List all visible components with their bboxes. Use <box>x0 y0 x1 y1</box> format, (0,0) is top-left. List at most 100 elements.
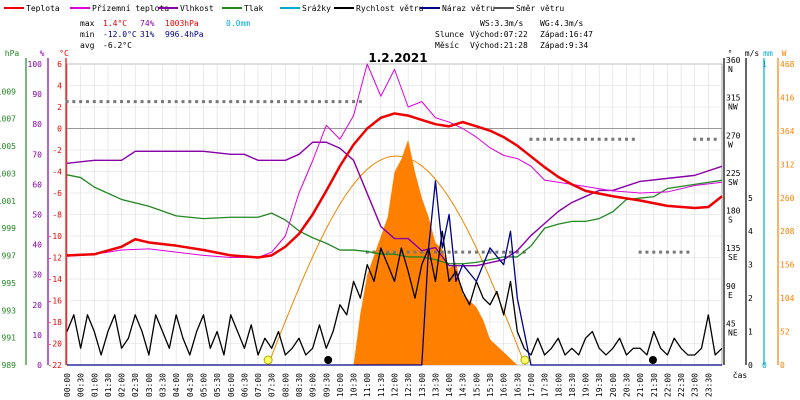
wind-dir-point <box>208 100 212 104</box>
wind-dir-point <box>700 137 704 141</box>
wind-dir-compass-label: N <box>728 65 733 74</box>
pressure-tick-label: 1001 <box>0 197 16 206</box>
x-tick-label: 23:00 <box>691 373 700 397</box>
info-sun-label: Slunce <box>435 30 464 39</box>
wind-dir-tick-label: 270 <box>726 131 741 140</box>
x-tick-label: 20:00 <box>609 373 618 397</box>
wind-dir-point <box>406 250 410 254</box>
x-tick-label: 15:30 <box>486 373 495 397</box>
wind-dir-point <box>706 137 710 141</box>
temperature-tick-label: -14 <box>48 275 63 284</box>
x-tick-label: 03:00 <box>145 373 154 397</box>
x-tick-label: 13:30 <box>431 373 440 397</box>
wind-dir-point <box>468 250 472 254</box>
wind-dir-point <box>672 250 676 254</box>
wind-dir-point <box>188 100 192 104</box>
wind-dir-point <box>270 100 274 104</box>
wind-dir-point <box>65 100 69 104</box>
wind-dir-compass-label: NW <box>728 103 738 112</box>
series-line-rychlost-v-tru <box>66 230 723 356</box>
wind-dir-point <box>420 250 424 254</box>
wind-dir-point <box>317 100 321 104</box>
wind-dir-tick-label: 90 <box>726 282 736 291</box>
wind-dir-point <box>256 100 260 104</box>
humidity-tick-label: 0 <box>37 361 42 370</box>
x-tick-label: 21:30 <box>650 373 659 397</box>
x-tick-label: 22:30 <box>677 373 686 397</box>
legend-item: Tlak <box>244 4 263 13</box>
x-tick-label: 07:00 <box>254 373 263 397</box>
series-line-tlak <box>66 174 723 265</box>
humidity-tick-label: 50 <box>32 211 42 220</box>
humidity-unit: % <box>40 49 45 58</box>
temperature-unit: °C <box>59 49 69 58</box>
stats-avg-temp: -6.2°C <box>103 41 132 50</box>
wind-dir-point <box>379 250 383 254</box>
x-tick-label: 15:00 <box>472 373 481 397</box>
solar-unit: W <box>782 49 787 58</box>
pressure-unit: hPa <box>5 49 20 58</box>
series-line-teplota <box>66 112 723 259</box>
moon-marker <box>324 356 333 364</box>
wind-dir-point <box>529 137 533 141</box>
x-tick-label: 06:30 <box>240 373 249 397</box>
wind-dir-point <box>229 100 233 104</box>
solar-tick-label: 260 <box>780 194 795 203</box>
stats-min-press: 996.4hPa <box>165 30 204 39</box>
wind-dir-point <box>242 100 246 104</box>
wind-dir-point <box>181 100 185 104</box>
pressure-tick-label: 1009 <box>0 87 16 96</box>
pressure-tick-label: 999 <box>2 224 17 233</box>
sun-moon-info: WS:3.3m/s WG:4.3m/s Slunce Východ:07:22 … <box>435 19 593 50</box>
series-line-vlhkost <box>66 141 723 267</box>
pressure-tick-label: 993 <box>2 306 17 315</box>
humidity-tick-label: 70 <box>32 150 42 159</box>
wind_speed-tick-label: 5 <box>748 194 753 203</box>
wind-dir-point <box>85 100 89 104</box>
temperature-tick-label: -16 <box>48 297 63 306</box>
solar-theoretical-curve <box>267 155 526 366</box>
x-tick-label: 20:30 <box>622 373 631 397</box>
x-tick-label: 23:30 <box>704 373 713 397</box>
stats-max-rain: 0.0mm <box>226 19 250 28</box>
stats-max-hum: 74% <box>140 19 155 28</box>
x-tick-label: 16:00 <box>500 373 509 397</box>
wind-dir-point <box>72 100 76 104</box>
wind-dir-point <box>236 100 240 104</box>
legend-item: Teplota <box>26 4 60 13</box>
pressure-tick-label: 997 <box>2 252 17 261</box>
wind-dir-point <box>638 250 642 254</box>
x-tick-label: 00:00 <box>63 373 72 397</box>
wind-dir-point <box>624 137 628 141</box>
wind-dir-point <box>570 137 574 141</box>
x-tick-label: 13:00 <box>418 373 427 397</box>
wind-dir-point <box>508 250 512 254</box>
wind-dir-point <box>549 137 553 141</box>
x-tick-label: 09:00 <box>309 373 318 397</box>
wind-dir-point <box>645 250 649 254</box>
x-tick-label: 06:00 <box>227 373 236 397</box>
info-sunset: Západ:16:47 <box>540 30 593 39</box>
legend-item: Vlhkost <box>180 4 214 13</box>
stats-max-temp: 1.4°C <box>103 19 127 28</box>
wind-dir-point <box>433 250 437 254</box>
x-tick-label: 05:30 <box>213 373 222 397</box>
wind-dir-point <box>577 137 581 141</box>
info-wind-speed: WS:3.3m/s <box>480 19 524 28</box>
wind-dir-point <box>161 100 165 104</box>
wind-dir-point <box>133 100 137 104</box>
wind-dir-point <box>393 250 396 254</box>
wind-dir-point <box>290 100 294 104</box>
pressure-tick-label: 991 <box>2 334 17 343</box>
x-tick-label: 11:30 <box>377 373 386 397</box>
wind-dir-point <box>311 100 315 104</box>
x-tick-label: 21:00 <box>636 373 645 397</box>
x-tick-label: 01:00 <box>90 373 99 397</box>
wind-dir-point <box>461 250 465 254</box>
info-moonset: Západ:9:34 <box>540 41 588 50</box>
x-tick-label: 04:00 <box>172 373 181 397</box>
x-tick-label: 11:00 <box>363 373 372 397</box>
temperature-tick-label: -8 <box>52 211 62 220</box>
wind-dir-point <box>556 137 560 141</box>
x-tick-label: 09:30 <box>322 373 331 397</box>
